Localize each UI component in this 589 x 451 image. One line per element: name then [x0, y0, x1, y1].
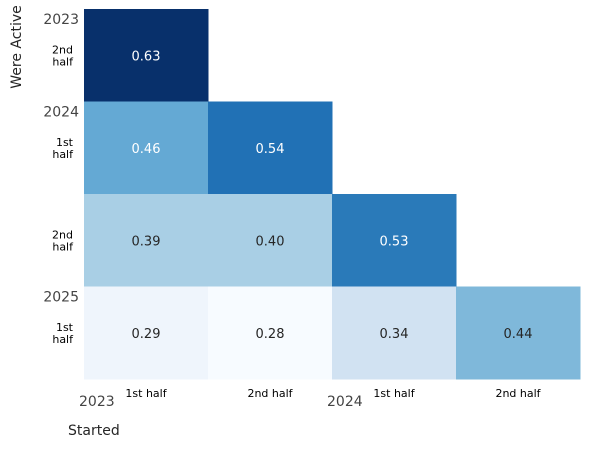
cell-value-label: 0.54 — [256, 142, 285, 157]
y-tick-labels: 2nd half 1st half 2nd half 1st half 2023 2024 2025 — [43, 12, 79, 346]
y-major-tick-label: 2024 — [43, 105, 79, 121]
cell-value-label: 0.29 — [132, 327, 161, 342]
heatmap-cell — [208, 286, 333, 380]
y-major-tick-label: 2025 — [43, 290, 79, 306]
cell-value-label: 0.44 — [504, 327, 533, 342]
cell-value-label: 0.53 — [380, 234, 409, 249]
x-minor-tick-label: 2nd half — [247, 387, 293, 400]
heatmap-cell — [84, 9, 209, 102]
cells-layer — [84, 9, 581, 380]
heatmap-cell — [456, 286, 581, 380]
y-minor-tick-label: 2nd half — [52, 228, 74, 253]
heatmap-cell — [84, 101, 209, 195]
x-major-tick-label: 2024 — [327, 394, 363, 410]
cell-labels-layer: 0.63 0.46 0.54 0.39 0.40 0.53 0.29 0.28 0.34 0.44 — [132, 49, 533, 342]
x-axis-label: Started — [68, 423, 120, 439]
cell-value-label: 0.34 — [380, 327, 409, 342]
x-minor-tick-label: 1st half — [125, 387, 167, 400]
heatmap-cell — [208, 101, 333, 195]
x-tick-labels: 1st half 2nd half 1st half 2nd half 2023 2024 — [79, 387, 542, 410]
x-major-tick-label: 2023 — [79, 394, 115, 410]
heatmap-cell — [84, 194, 209, 287]
heatmap-cell — [332, 286, 457, 380]
y-minor-tick-label: 1st half — [52, 136, 74, 161]
cell-value-label: 0.63 — [132, 49, 161, 64]
heatmap-cell — [332, 194, 457, 287]
y-axis-label: Were Active — [9, 5, 25, 88]
x-minor-tick-label: 2nd half — [495, 387, 541, 400]
cell-value-label: 0.40 — [256, 234, 285, 249]
heatmap-cell — [208, 194, 333, 287]
cell-value-label: 0.46 — [132, 142, 161, 157]
y-minor-tick-label: 2nd half — [52, 43, 74, 68]
x-minor-tick-label: 1st half — [373, 387, 415, 400]
heatmap-cell — [84, 286, 209, 380]
cell-value-label: 0.39 — [132, 234, 161, 249]
y-major-tick-label: 2023 — [43, 12, 79, 28]
y-minor-tick-label: 1st half — [52, 321, 74, 346]
cell-value-label: 0.28 — [256, 327, 285, 342]
